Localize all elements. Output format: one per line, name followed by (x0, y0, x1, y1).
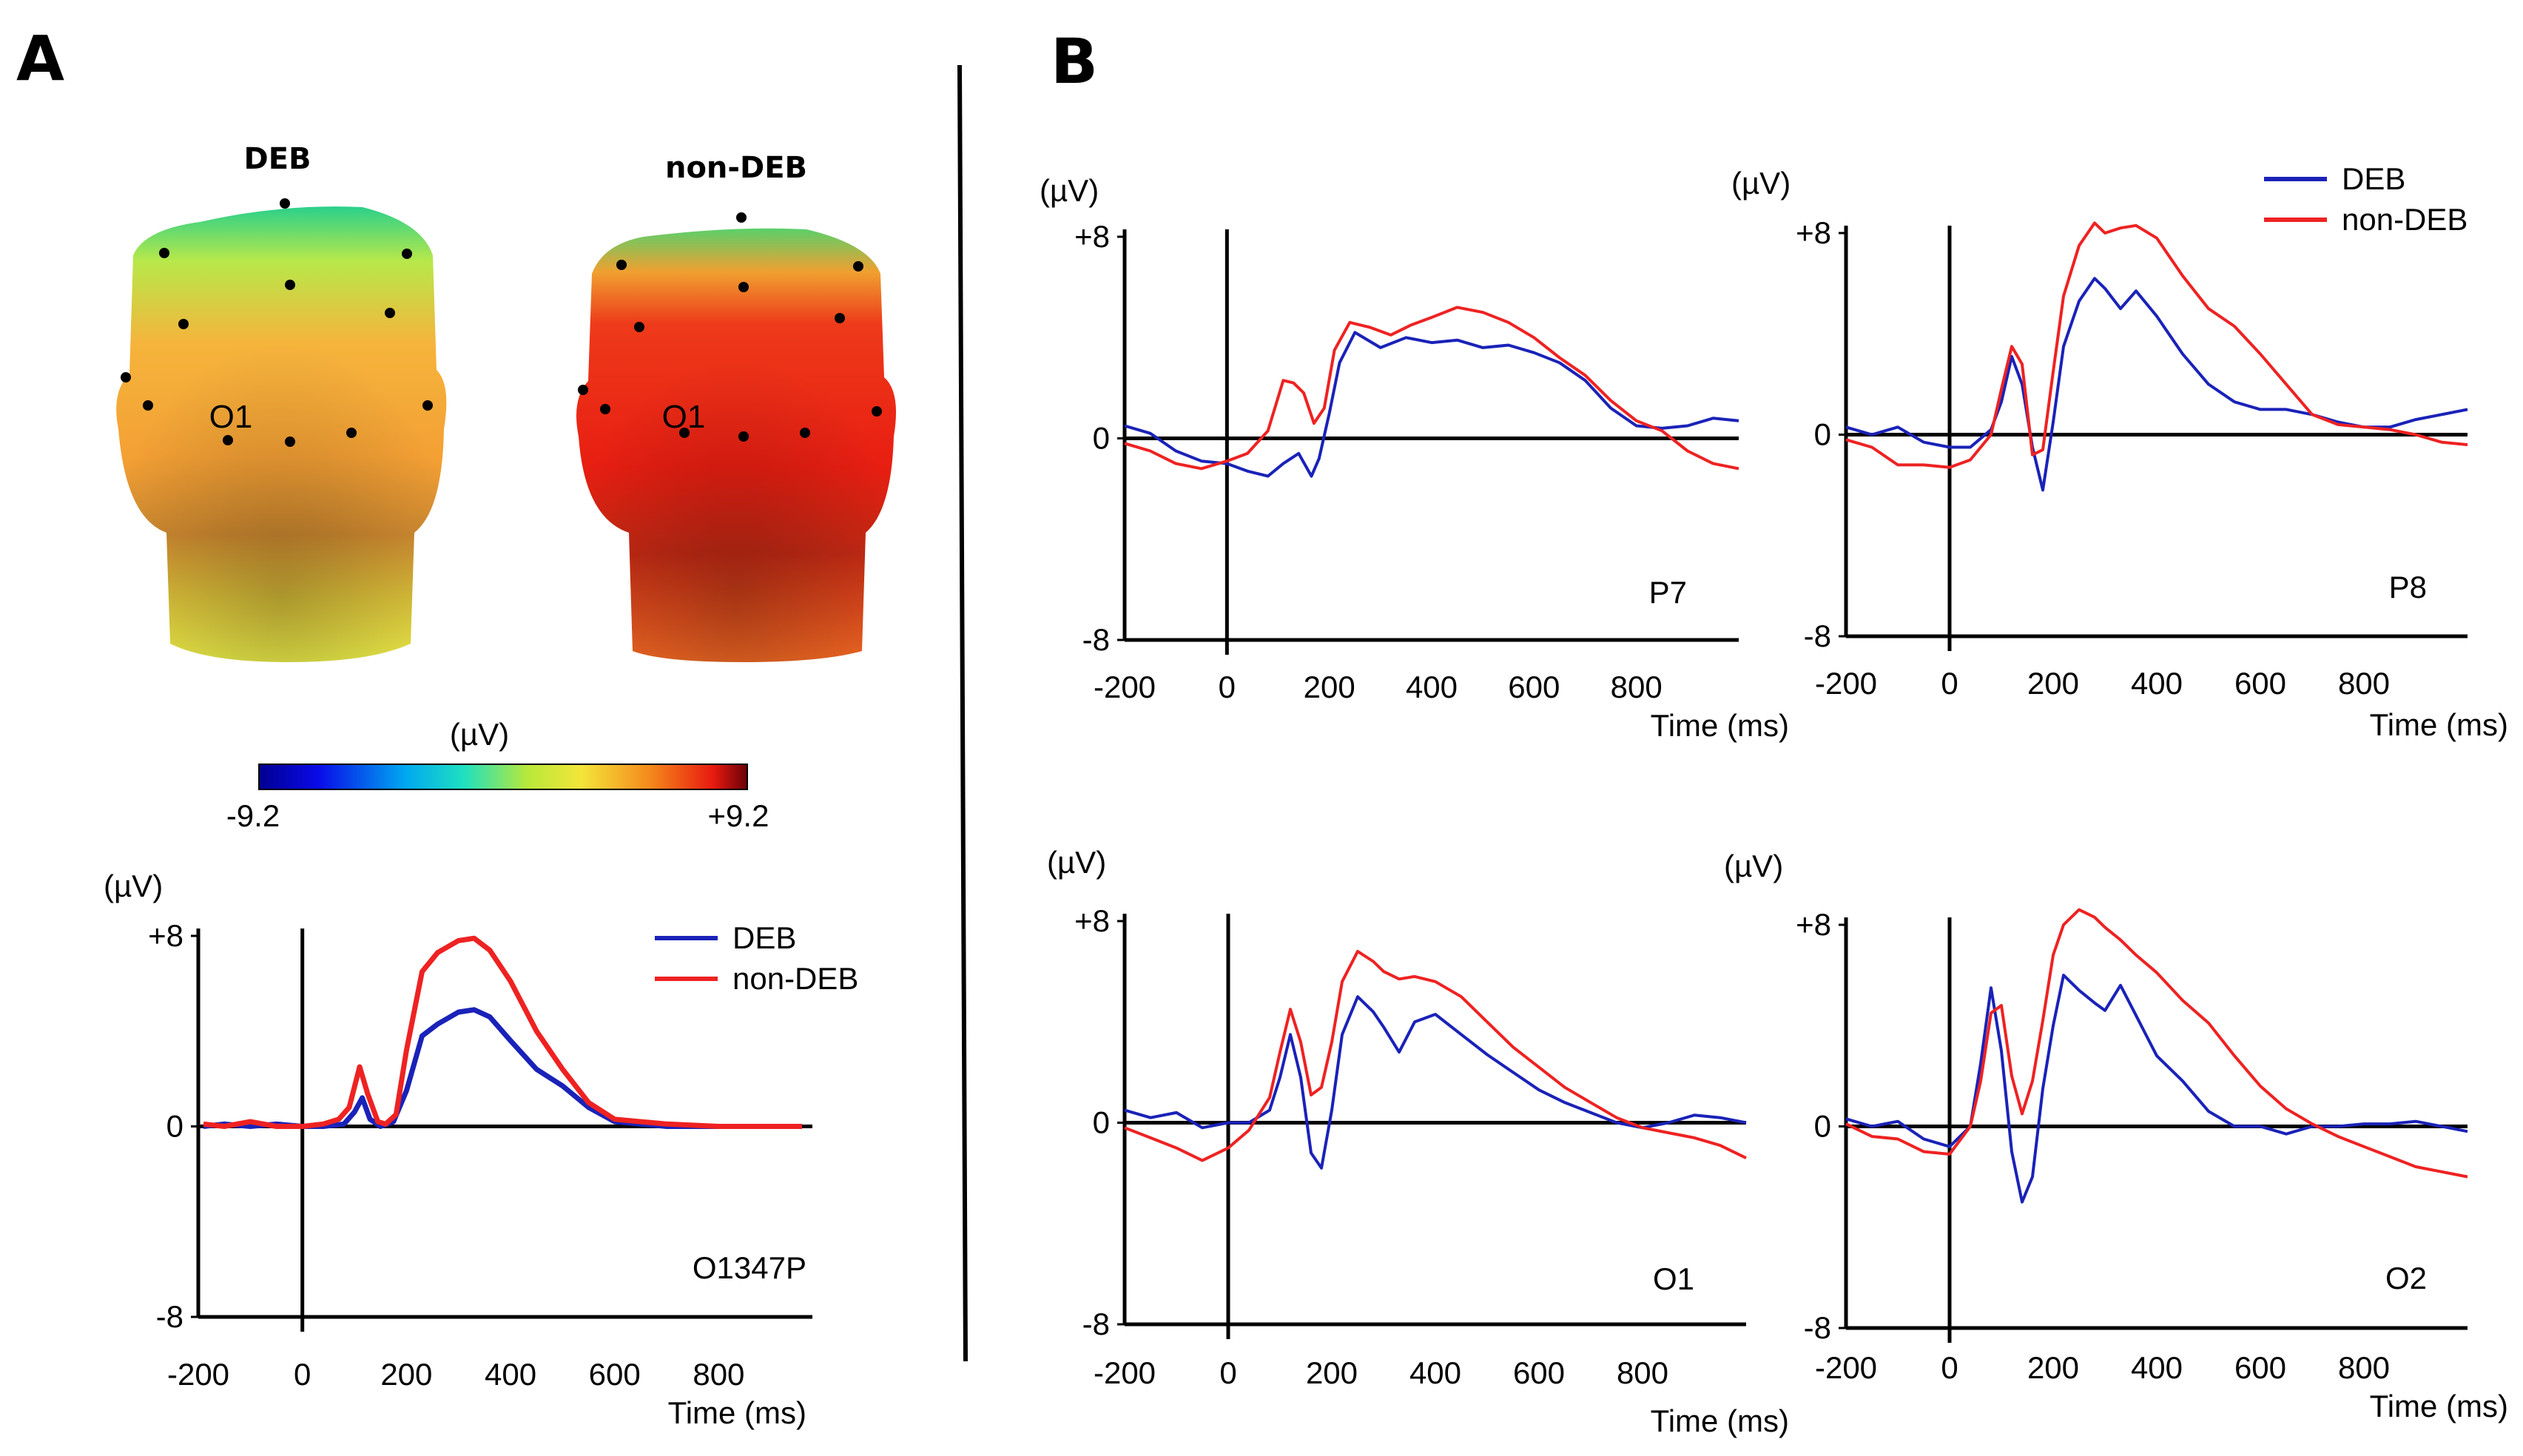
y-tick-label: 0 (1814, 417, 1831, 452)
x-tick-label: 800 (693, 1357, 744, 1392)
x-tick-label: 200 (2027, 666, 2079, 701)
legend-label: DEB (2342, 161, 2405, 196)
x-axis-label: Time (ms) (1651, 1403, 1789, 1438)
erp-charts: +8 0 -8 -200 0 200 400 600 800 (µV) Time (ms) O1347… (104, 161, 2508, 1438)
x-tick-label: 0 (1941, 1350, 1958, 1385)
y-axis-label: (µV) (1040, 173, 1099, 208)
x-tick-label: -200 (167, 1357, 229, 1392)
electrode-label: O2 (2385, 1261, 2427, 1295)
x-tick-label: 400 (485, 1357, 536, 1392)
scalp-map-deb (116, 198, 447, 663)
x-tick-label: 0 (1941, 666, 1958, 701)
y-tick-label: -8 (1804, 619, 1831, 653)
series-line-non-deb (203, 935, 802, 1129)
x-tick-label: 600 (1513, 1355, 1565, 1390)
colorbar-min-label: -9.2 (226, 798, 280, 833)
colorbar-unit: (µV) (450, 717, 509, 752)
series-line-deb (1124, 995, 1747, 1170)
chart-b-o2: +8 0 -8 -200 0 200 400 600 800 (µV) Time (ms) O2 (1724, 849, 2508, 1423)
x-tick-label: 800 (1617, 1355, 1668, 1390)
y-tick-label: -8 (1082, 622, 1110, 657)
x-tick-label: 200 (1304, 670, 1355, 704)
x-tick-label: 600 (1508, 670, 1560, 704)
y-tick-label: 0 (1814, 1109, 1831, 1144)
chart-b-p8: +8 0 -8 -200 0 200 400 600 800 (µV) Time (ms) P8 DEB… (1731, 161, 2508, 742)
y-tick-label: 0 (1093, 1105, 1110, 1140)
x-tick-label: 0 (1219, 1355, 1236, 1390)
x-tick-label: -200 (1815, 666, 1877, 701)
series-line-non-deb (1845, 221, 2468, 469)
series-line-deb (1845, 974, 2468, 1204)
x-tick-label: -200 (1094, 670, 1156, 704)
x-tick-label: 200 (2027, 1350, 2079, 1385)
series-line-deb (1845, 277, 2468, 492)
series-line-non-deb (1124, 306, 1739, 471)
x-tick-label: 600 (589, 1357, 641, 1392)
x-tick-label: 600 (2234, 666, 2286, 701)
x-tick-label: 200 (1306, 1355, 1358, 1390)
y-axis-label: (µV) (1731, 166, 1791, 200)
x-tick-label: 0 (294, 1357, 311, 1392)
y-axis-label: (µV) (1724, 849, 1783, 883)
y-tick-label: +8 (148, 918, 183, 953)
scalp-title-deb: DEB (243, 142, 311, 176)
scalp-electrode-label-non-deb: O1 (662, 399, 706, 435)
colorbar-max-label: +9.2 (708, 798, 769, 833)
chart-a-o1347p: +8 0 -8 -200 0 200 400 600 800 (µV) Time (ms) O1347… (104, 869, 858, 1430)
electrode-label: O1 (1653, 1261, 1694, 1296)
x-axis-label: Time (ms) (668, 1395, 806, 1430)
x-tick-label: -200 (1815, 1350, 1877, 1385)
x-tick-label: 600 (2234, 1350, 2286, 1385)
y-tick-label: 0 (166, 1109, 183, 1144)
y-tick-label: +8 (1796, 907, 1831, 942)
x-tick-label: 200 (380, 1357, 432, 1392)
x-axis-label: Time (ms) (1651, 708, 1789, 743)
series-line-deb (1124, 331, 1739, 478)
chart-b-o1: +8 0 -8 -200 0 200 400 600 800 (µV) Time (ms) O1 (1047, 845, 1789, 1438)
electrode-label: P8 (2389, 570, 2427, 604)
x-tick-label: 400 (1409, 1355, 1461, 1390)
y-tick-label: +8 (1074, 903, 1110, 938)
x-axis-label: Time (ms) (2370, 1389, 2508, 1423)
panel-letter-a: A (16, 22, 64, 95)
x-axis-label: Time (ms) (2370, 707, 2508, 742)
series-line-deb (203, 1007, 802, 1129)
electrode-label: O1347P (693, 1250, 806, 1285)
y-tick-label: -8 (1804, 1310, 1831, 1345)
colorbar (258, 764, 748, 790)
x-tick-label: 400 (2131, 1350, 2183, 1385)
x-tick-label: 800 (2338, 1350, 2390, 1385)
series-line-non-deb (1845, 908, 2468, 1179)
y-tick-label: +8 (1796, 215, 1831, 250)
panel-letter-b: B (1051, 25, 1098, 98)
x-tick-label: 800 (1611, 670, 1663, 704)
x-tick-label: 800 (2338, 666, 2390, 701)
electrode-label: P7 (1649, 575, 1687, 610)
legend-label: non-DEB (732, 961, 858, 996)
scalp-title-non-deb: non-DEB (665, 151, 807, 185)
panel-divider (957, 64, 968, 1362)
y-tick-label: -8 (1082, 1307, 1110, 1341)
x-tick-label: 400 (1406, 670, 1458, 704)
y-tick-label: +8 (1074, 219, 1110, 254)
legend-label: non-DEB (2342, 202, 2468, 237)
y-axis-label: (µV) (104, 869, 163, 903)
y-axis-label: (µV) (1047, 845, 1106, 880)
scalp-map-non-deb (576, 212, 897, 662)
legend-label: DEB (732, 920, 796, 955)
y-tick-label: 0 (1093, 421, 1110, 456)
x-tick-label: 0 (1219, 670, 1236, 704)
x-tick-label: -200 (1094, 1355, 1156, 1390)
scalp-electrode-label-deb: O1 (209, 399, 253, 435)
x-tick-label: 400 (2131, 666, 2183, 701)
series-line-non-deb (1124, 949, 1747, 1162)
chart-b-p7: +8 0 -8 -200 0 200 400 600 800 (µV) Time (ms) P7 (1040, 173, 1789, 743)
y-tick-label: -8 (156, 1299, 183, 1334)
